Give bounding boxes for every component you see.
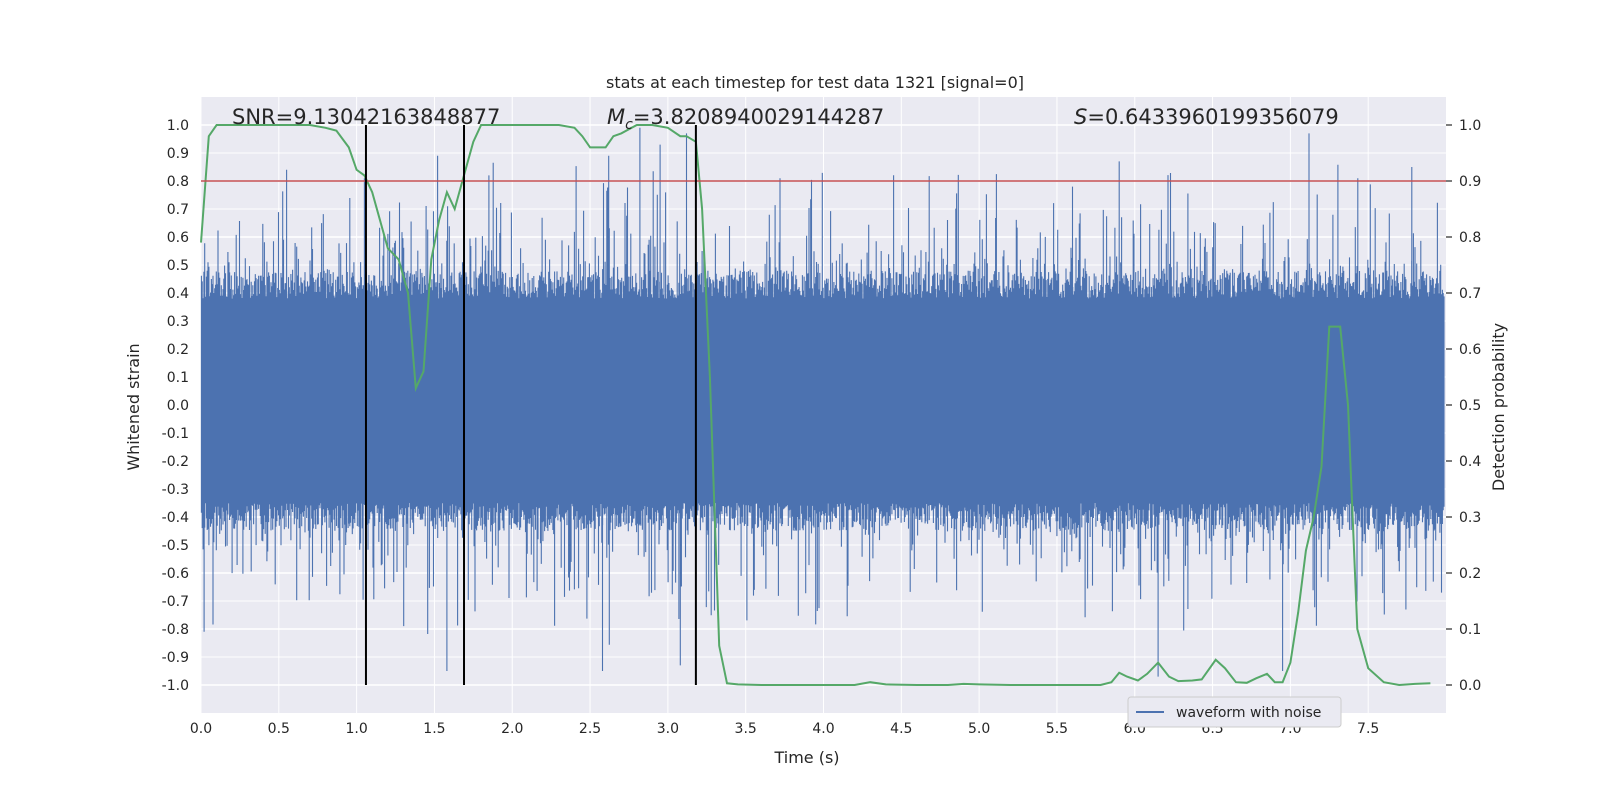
x-tick-label: 5.0 xyxy=(968,721,990,737)
axes: 0.0 0.5 1.0 1.5 2.0 2.5 3.0 3.5 4.0 4.5 5.0 5.5 6.0 6… xyxy=(162,118,1482,737)
x-tick-label: 4.0 xyxy=(812,721,834,737)
y2-tick-label: 0.0 xyxy=(1459,678,1481,694)
y2-tick-label: 0.5 xyxy=(1459,398,1481,414)
y-tick-label: 0.6 xyxy=(167,230,189,246)
y-tick-label: -0.3 xyxy=(162,482,189,498)
y-tick-label: 0.9 xyxy=(167,146,189,162)
chirp-mass-annotation: Mc=3.8208940029144287 xyxy=(607,105,884,133)
vertical-markers xyxy=(364,125,697,685)
y2-tick-label: 0.3 xyxy=(1459,510,1481,526)
x-tick-label: 1.5 xyxy=(423,721,445,737)
y-tick-label: 0.5 xyxy=(167,258,189,274)
x-tick-label: 2.0 xyxy=(501,721,523,737)
legend-box xyxy=(1127,696,1342,728)
probability-series xyxy=(200,124,1431,687)
y2-tick-label: 0.8 xyxy=(1459,230,1481,246)
y-tick-label: -0.6 xyxy=(162,566,189,582)
y-tick-label: -0.4 xyxy=(162,510,189,526)
y2-axis-title: Detection probability xyxy=(1489,323,1508,491)
y-tick-label: -1.0 xyxy=(162,678,189,694)
y2-tick-label: 0.9 xyxy=(1459,174,1481,190)
probability-line xyxy=(200,124,1431,687)
y-tick-label: -0.1 xyxy=(162,426,189,442)
x-tick-label: 5.5 xyxy=(1046,721,1068,737)
x-tick-label: 7.5 xyxy=(1357,721,1379,737)
y2-tick-label: 0.2 xyxy=(1459,566,1481,582)
y2-tick-label: 0.4 xyxy=(1459,454,1481,470)
x-tick-label: 4.5 xyxy=(890,721,912,737)
legend: waveform with noise xyxy=(1127,696,1342,728)
x-tick-label: 1.0 xyxy=(345,721,367,737)
x-tick-label: 0.0 xyxy=(190,721,212,737)
x-tick-label: 0.5 xyxy=(268,721,290,737)
y-tick-label: 0.0 xyxy=(167,398,189,414)
y-tick-label: 0.2 xyxy=(167,342,189,358)
y-tick-label: -0.2 xyxy=(162,454,189,470)
y-tick-label: -0.8 xyxy=(162,622,189,638)
y-tick-label: 0.3 xyxy=(167,314,189,330)
y-tick-label: -0.7 xyxy=(162,594,189,610)
y2-tick-label: 1.0 xyxy=(1459,118,1481,134)
y-tick-label: 0.1 xyxy=(167,370,189,386)
x-tick-label: 2.5 xyxy=(579,721,601,737)
y-tick-label: -0.9 xyxy=(162,650,189,666)
x-tick-label: 3.0 xyxy=(657,721,679,737)
x-axis-title: Time (s) xyxy=(773,748,839,767)
y-tick-label: -0.5 xyxy=(162,538,189,554)
waveform-series xyxy=(200,127,1445,677)
legend-label: waveform with noise xyxy=(1176,705,1321,721)
y-tick-label: 1.0 xyxy=(167,118,189,134)
x-tick-label: 3.5 xyxy=(735,721,757,737)
y2-tick-label: 0.7 xyxy=(1459,286,1481,302)
snr-annotation: SNR=9.13042163848877 xyxy=(232,105,500,129)
y-tick-label: 0.8 xyxy=(167,174,189,190)
chart-title: stats at each timestep for test data 132… xyxy=(606,73,1024,92)
y-tick-label: 0.7 xyxy=(167,202,189,218)
y2-tick-label: 0.1 xyxy=(1459,622,1481,638)
s-annotation: S=0.6433960199356079 xyxy=(1074,105,1339,129)
y-tick-label: 0.4 xyxy=(167,286,189,302)
waveform-line xyxy=(200,127,1445,677)
y-axis-title: Whitened strain xyxy=(124,343,143,470)
y2-tick-label: 0.6 xyxy=(1459,342,1481,358)
